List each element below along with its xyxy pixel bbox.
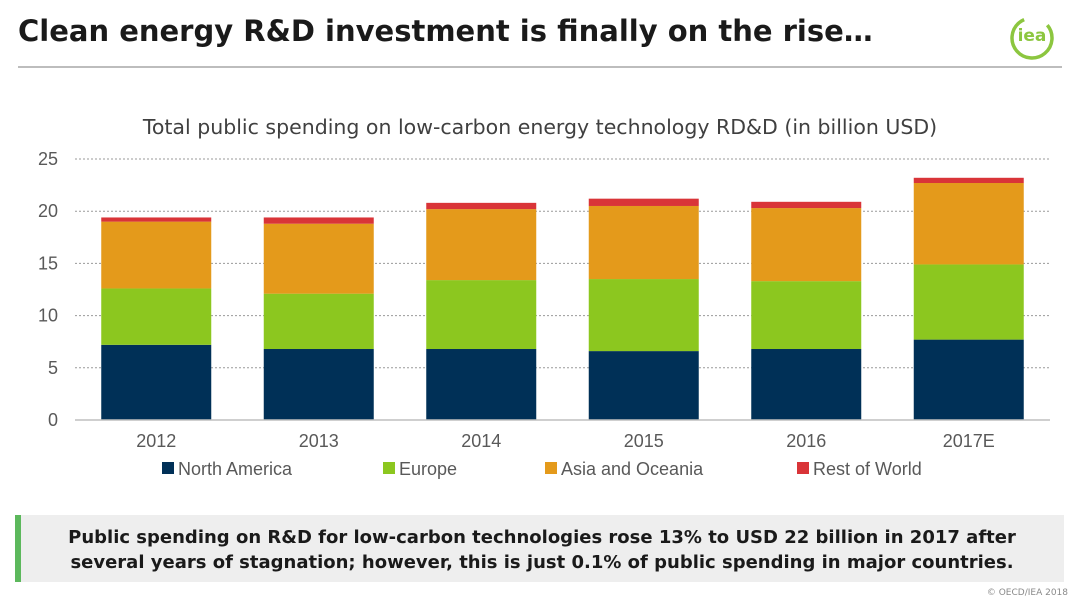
bar-segment	[588, 198, 699, 206]
x-tick-label: 2016	[786, 431, 826, 451]
chart-title: Total public spending on low-carbon ener…	[142, 115, 937, 139]
legend-swatch	[162, 462, 174, 474]
bar-segment	[101, 288, 212, 345]
stacked-bar-chart: Total public spending on low-carbon ener…	[38, 115, 1050, 479]
bar-segment	[101, 344, 212, 420]
bar-segment	[426, 349, 537, 420]
bar-segment	[263, 223, 374, 294]
x-tick-label: 2013	[299, 431, 339, 451]
bar-segment	[426, 202, 537, 210]
y-tick-label: 0	[48, 410, 58, 430]
y-tick-label: 5	[48, 358, 58, 378]
bar-segment	[588, 279, 699, 352]
slide-title: Clean energy R&D investment is finally o…	[18, 14, 873, 48]
legend-label: Rest of World	[813, 459, 922, 479]
caption-accent-bar	[15, 515, 21, 582]
x-tick-label: 2012	[136, 431, 176, 451]
bar-segment	[751, 281, 862, 350]
legend-label: North America	[178, 459, 293, 479]
logo-text: iea	[1017, 26, 1047, 46]
y-tick-label: 25	[38, 149, 58, 169]
y-tick-label: 20	[38, 201, 58, 221]
bar-segment	[263, 349, 374, 420]
legend-label: Asia and Oceania	[561, 459, 704, 479]
bar-segment	[263, 217, 374, 224]
bar-segment	[913, 264, 1024, 340]
y-tick-label: 15	[38, 253, 58, 273]
bar-segment	[751, 349, 862, 420]
legend-swatch	[797, 462, 809, 474]
bar-segment	[426, 209, 537, 281]
bar-segment	[263, 293, 374, 350]
x-tick-label: 2017E	[943, 431, 995, 451]
bar-segment	[913, 177, 1024, 184]
copyright-notice: © OECD/IEA 2018	[986, 588, 1068, 598]
x-tick-label: 2014	[461, 431, 501, 451]
bar-segment	[913, 339, 1024, 420]
bar-segment	[101, 221, 212, 289]
bar-segment	[913, 183, 1024, 265]
bar-segment	[101, 217, 212, 222]
x-tick-label: 2015	[624, 431, 664, 451]
bar-segment	[588, 351, 699, 420]
caption-text: Public spending on R&D for low-carbon te…	[68, 527, 1016, 573]
iea-logo-icon	[1010, 16, 1054, 60]
bar-segment	[588, 205, 699, 280]
y-tick-label: 10	[38, 306, 58, 326]
bar-segment	[751, 201, 862, 209]
bar-segment	[751, 208, 862, 282]
bar-segment	[426, 280, 537, 350]
legend-swatch	[383, 462, 395, 474]
title-divider	[18, 66, 1062, 68]
legend-label: Europe	[399, 459, 457, 479]
legend-swatch	[545, 462, 557, 474]
caption-box	[15, 515, 1064, 582]
